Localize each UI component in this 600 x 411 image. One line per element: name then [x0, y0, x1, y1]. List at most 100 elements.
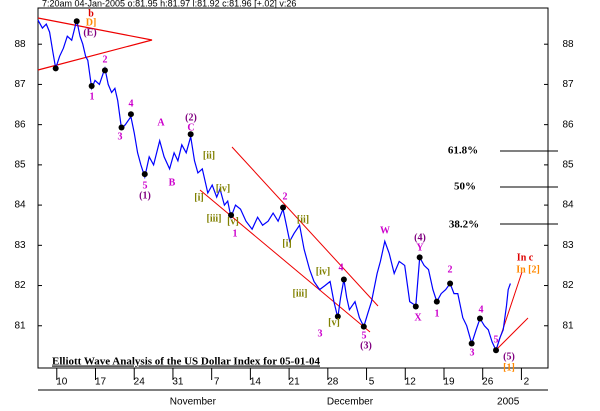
x-tick-label: 14	[250, 377, 262, 388]
y-tick-label: 85	[14, 160, 26, 171]
y-tick-label: 82	[562, 280, 574, 291]
month-label: November	[170, 397, 217, 408]
pivot-dot	[52, 65, 59, 72]
x-tick-label: 19	[443, 377, 455, 388]
wave-label: [1]	[503, 362, 515, 373]
y-tick-label: 86	[562, 119, 574, 130]
y-tick-label: 83	[14, 240, 26, 251]
y-tick-label: 81	[562, 320, 574, 331]
wave-label: [ii]	[297, 214, 309, 225]
wave-label: b	[88, 8, 94, 19]
pivot-dot	[118, 124, 125, 131]
wave-label: 4	[479, 304, 484, 315]
wave-label: 2	[448, 264, 453, 275]
y-tick-label: 84	[14, 200, 26, 211]
wave-label: In c	[517, 252, 534, 263]
channel-line	[199, 189, 371, 333]
y-tick-label: 83	[562, 240, 574, 251]
pivot-dot	[73, 18, 80, 25]
pivot-dot	[416, 254, 423, 261]
pivot-dot	[101, 67, 108, 74]
wave-label: A	[157, 117, 165, 128]
x-tick-label: 2	[524, 377, 530, 388]
wave-label: [iv]	[216, 183, 230, 194]
wave-label: (4)	[414, 232, 426, 243]
pivot-dot	[493, 347, 500, 354]
fib-label: 50%	[454, 181, 476, 193]
y-tick-label: 81	[14, 320, 26, 331]
wave-label: 4	[339, 262, 344, 273]
y-tick-label: 85	[562, 160, 574, 171]
trend-line	[495, 317, 529, 351]
wave-label: 2	[103, 54, 108, 65]
chart-title: Elliott Wave Analysis of the US Dollar I…	[52, 356, 320, 368]
wave-label: 3	[318, 328, 323, 339]
x-tick-label: 24	[134, 377, 146, 388]
wave-label: 5	[362, 330, 367, 341]
x-tick-label: 7	[214, 377, 220, 388]
pivot-dot	[228, 212, 235, 219]
wave-label: X	[414, 312, 422, 323]
pivot-dot	[127, 111, 134, 118]
wave-label: Y	[416, 242, 424, 253]
wave-label: [i]	[282, 238, 291, 249]
wave-label: B	[169, 177, 176, 188]
x-tick-label: 12	[405, 377, 417, 388]
x-tick-label: 17	[95, 377, 107, 388]
pivot-dot	[433, 298, 440, 305]
pivot-dot	[187, 131, 194, 138]
fib-label: 38.2%	[449, 219, 479, 231]
pivot-dot	[360, 323, 367, 330]
y-tick-label: 87	[14, 79, 26, 90]
pivot-dot	[141, 171, 148, 178]
wave-label: [v]	[328, 317, 340, 328]
y-tick-label: 84	[562, 200, 574, 211]
wave-label: D]	[86, 17, 97, 28]
month-label: 2005	[497, 397, 520, 408]
wave-label: 3	[118, 131, 123, 142]
pivot-dot	[412, 303, 419, 310]
wave-label: 1	[90, 91, 95, 102]
wave-label: (3)	[360, 340, 372, 351]
wave-label: (5)	[503, 351, 515, 362]
month-label: December	[327, 397, 374, 408]
fib-label: 61.8%	[448, 145, 478, 157]
wave-label: C	[187, 122, 194, 133]
wave-label: (E)	[83, 27, 96, 38]
wave-label: W	[380, 225, 390, 236]
y-tick-label: 88	[14, 39, 26, 50]
channel-line	[231, 146, 379, 307]
wave-label: [iii]	[207, 213, 222, 224]
wave-label: 3	[470, 347, 475, 358]
plot-frame	[37, 7, 549, 369]
wave-label: [iv]	[316, 266, 330, 277]
y-tick-label: 87	[562, 79, 574, 90]
wave-label: 1	[233, 228, 238, 239]
wave-label: (1)	[139, 190, 151, 201]
pivot-dot	[334, 313, 341, 320]
x-tick-label: 31	[172, 377, 184, 388]
pivot-dot	[88, 83, 95, 90]
pivot-dot	[280, 204, 287, 211]
pivot-dot	[468, 340, 475, 347]
x-tick-label: 10	[56, 377, 68, 388]
wave-label: [iii]	[293, 288, 308, 299]
y-tick-label: 82	[14, 280, 26, 291]
wave-label: In [2]	[516, 264, 540, 275]
x-tick-label: 21	[289, 377, 301, 388]
header: 7:20am 04-Jan-2005 o:81.95 h:81.97 l:81.…	[42, 0, 296, 8]
wave-label: 2	[283, 191, 288, 202]
pivot-dot	[340, 276, 347, 283]
wave-label: (2)	[185, 112, 197, 123]
wave-label: [ii]	[203, 150, 215, 161]
wave-label: 5	[143, 180, 148, 191]
y-tick-label: 86	[14, 119, 26, 130]
wave-label: [i]	[194, 192, 203, 203]
wave-label: [v]	[227, 216, 239, 227]
wave-label: 4	[129, 98, 134, 109]
wave-label: 1	[435, 308, 440, 319]
pivot-dot	[447, 280, 454, 287]
y-tick-label: 88	[562, 39, 574, 50]
